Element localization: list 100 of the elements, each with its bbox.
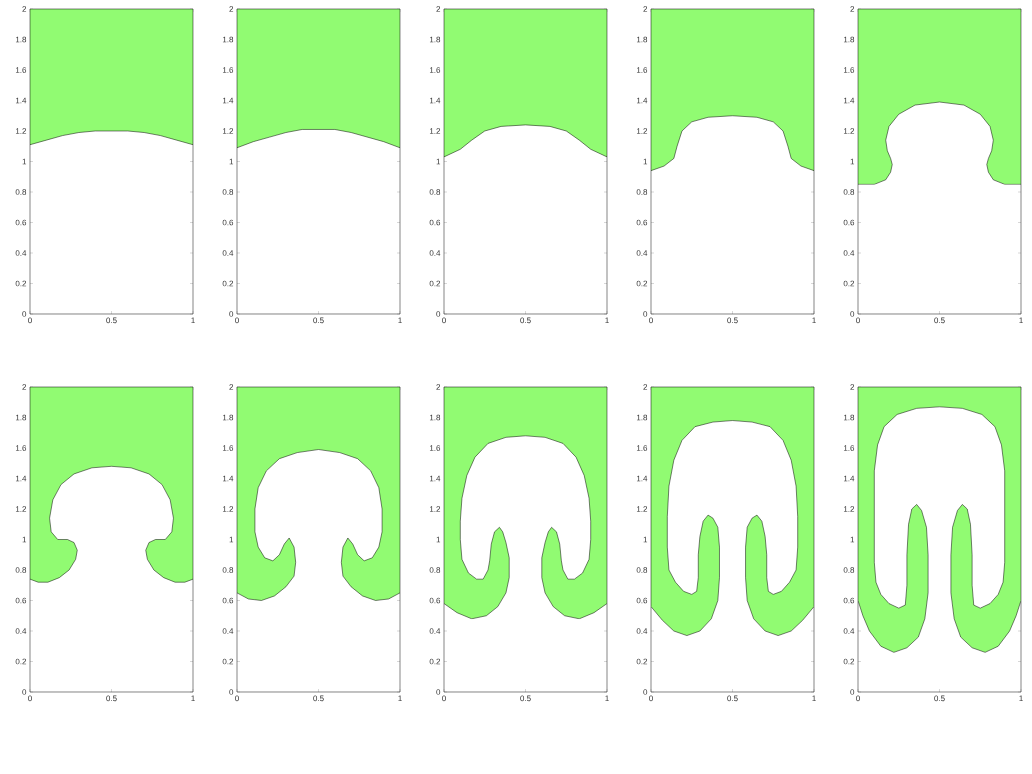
y-tick-label: 1.6 xyxy=(429,67,441,73)
y-tick-label: 0.4 xyxy=(843,628,855,634)
y-tick-label: 1 xyxy=(643,158,648,165)
y-tick-label: 0.2 xyxy=(222,658,234,665)
y-tick-label: 1.2 xyxy=(222,506,234,512)
y-tick-label: 1.2 xyxy=(636,128,648,134)
y-tick-label: 0.4 xyxy=(429,250,441,256)
x-tick-label: 0 xyxy=(442,695,446,702)
x-tick-label: 0.5 xyxy=(934,317,945,324)
y-tick-label: 0.6 xyxy=(843,597,855,604)
y-tick-label: 1 xyxy=(436,158,441,165)
y-tick-label: 1.6 xyxy=(429,445,441,451)
y-tick-label: 0.2 xyxy=(429,658,441,665)
y-tick-label: 1.2 xyxy=(15,128,27,134)
x-tick-label: 0 xyxy=(235,317,239,324)
y-tick-label: 1.8 xyxy=(429,36,441,43)
y-tick-label: 0 xyxy=(436,311,441,317)
y-tick-label: 1.6 xyxy=(843,445,855,451)
y-tick-label: 0.6 xyxy=(222,219,234,226)
y-tick-label: 1.4 xyxy=(636,475,648,482)
y-tick-label: 2 xyxy=(22,384,27,390)
y-tick-label: 0 xyxy=(229,311,234,317)
y-tick-label: 1 xyxy=(850,158,855,165)
x-tick-label: 1 xyxy=(812,317,816,324)
y-tick-label: 2 xyxy=(436,6,441,12)
x-tick-label: 1 xyxy=(1019,695,1023,702)
y-tick-label: 0.4 xyxy=(429,628,441,634)
x-tick-label: 0.5 xyxy=(106,695,117,702)
y-tick-label: 1.8 xyxy=(222,36,234,43)
y-tick-label: 1.4 xyxy=(429,475,441,482)
x-tick-label: 0.5 xyxy=(520,317,531,324)
x-tick-label: 0 xyxy=(442,317,446,324)
y-tick-label: 1.2 xyxy=(15,506,27,512)
y-tick-label: 1.6 xyxy=(15,67,27,73)
y-tick-label: 1.8 xyxy=(222,414,234,421)
x-tick-label: 1 xyxy=(605,317,609,324)
y-tick-label: 0.4 xyxy=(636,628,648,634)
x-tick-label: 0.5 xyxy=(520,695,531,702)
y-tick-label: 0.6 xyxy=(15,219,27,226)
y-tick-label: 0.6 xyxy=(429,219,441,226)
y-tick-label: 1.4 xyxy=(843,97,855,104)
y-tick-label: 0 xyxy=(850,689,855,695)
x-tick-label: 0 xyxy=(649,695,653,702)
y-tick-label: 0.6 xyxy=(429,597,441,604)
y-tick-label: 0 xyxy=(643,689,648,695)
y-tick-label: 0.8 xyxy=(429,189,441,195)
x-tick-label: 0.5 xyxy=(727,695,738,702)
y-tick-label: 0.2 xyxy=(15,280,27,287)
x-tick-label: 1 xyxy=(398,695,402,702)
y-tick-label: 0.8 xyxy=(222,567,234,573)
y-tick-label: 1.8 xyxy=(15,36,27,43)
y-tick-label: 0.8 xyxy=(15,567,27,573)
x-tick-label: 0 xyxy=(28,317,32,324)
y-tick-label: 1.2 xyxy=(636,506,648,512)
y-tick-label: 0.2 xyxy=(636,280,648,287)
y-tick-label: 0.2 xyxy=(15,658,27,665)
y-tick-label: 2 xyxy=(643,384,648,390)
y-tick-label: 0.6 xyxy=(843,219,855,226)
y-tick-label: 0 xyxy=(850,311,855,317)
y-tick-label: 2 xyxy=(22,6,27,12)
y-tick-label: 1.4 xyxy=(636,97,648,104)
y-tick-label: 0 xyxy=(22,311,27,317)
y-tick-label: 0.2 xyxy=(429,280,441,287)
y-tick-label: 0 xyxy=(436,689,441,695)
y-tick-label: 1.6 xyxy=(222,445,234,451)
y-tick-label: 0.8 xyxy=(843,189,855,195)
y-tick-label: 0.2 xyxy=(222,280,234,287)
y-tick-label: 0.4 xyxy=(15,250,27,256)
y-tick-label: 0.8 xyxy=(636,567,648,573)
y-tick-label: 1.6 xyxy=(843,67,855,73)
x-tick-label: 1 xyxy=(398,317,402,324)
y-tick-label: 0.8 xyxy=(15,189,27,195)
y-tick-label: 0.2 xyxy=(843,280,855,287)
y-tick-label: 1.6 xyxy=(636,67,648,73)
y-tick-label: 2 xyxy=(229,384,234,390)
y-tick-label: 1.6 xyxy=(15,445,27,451)
y-tick-label: 0.4 xyxy=(222,250,234,256)
y-tick-label: 0.4 xyxy=(843,250,855,256)
y-tick-label: 0.6 xyxy=(636,597,648,604)
y-tick-label: 0.6 xyxy=(636,219,648,226)
x-tick-label: 0.5 xyxy=(727,317,738,324)
y-tick-label: 0.8 xyxy=(429,567,441,573)
y-tick-label: 1 xyxy=(229,158,234,165)
x-tick-label: 0.5 xyxy=(106,317,117,324)
y-tick-label: 1 xyxy=(22,536,27,543)
x-tick-label: 1 xyxy=(191,317,195,324)
y-tick-label: 1.6 xyxy=(636,445,648,451)
y-tick-label: 1.8 xyxy=(429,414,441,421)
y-tick-label: 0 xyxy=(229,689,234,695)
y-tick-label: 1.2 xyxy=(222,128,234,134)
y-tick-label: 2 xyxy=(436,384,441,390)
x-tick-label: 0 xyxy=(649,317,653,324)
y-tick-label: 1 xyxy=(22,158,27,165)
y-tick-label: 1.4 xyxy=(15,97,27,104)
y-tick-label: 1 xyxy=(436,536,441,543)
y-tick-label: 0 xyxy=(22,689,27,695)
y-tick-label: 1.4 xyxy=(843,475,855,482)
y-tick-label: 1 xyxy=(850,536,855,543)
x-tick-label: 0.5 xyxy=(313,317,324,324)
x-tick-label: 1 xyxy=(605,695,609,702)
